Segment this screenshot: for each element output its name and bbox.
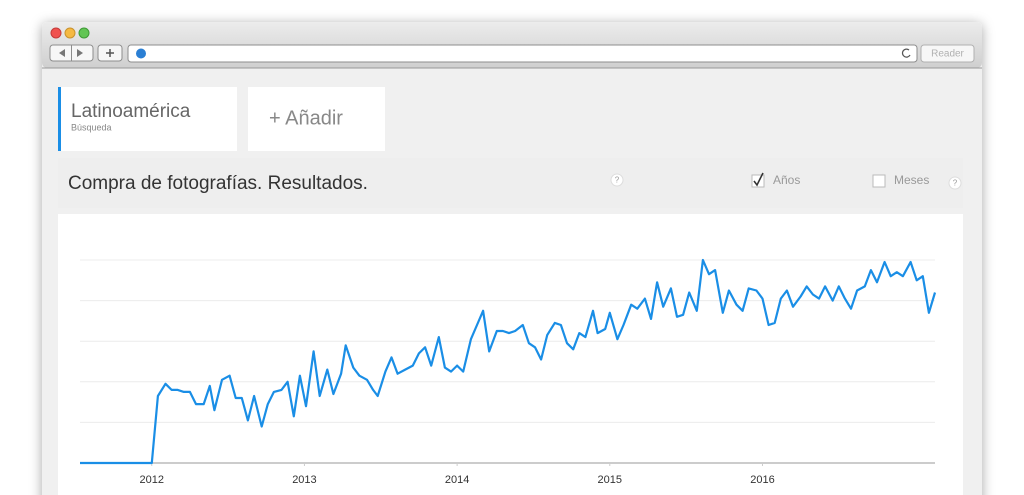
- chart-panel: [58, 214, 963, 495]
- x-tick-label: 2012: [140, 474, 164, 486]
- zoom-button[interactable]: [78, 27, 90, 39]
- options: Años Meses: [751, 172, 929, 188]
- x-tick-label: 2014: [445, 474, 469, 486]
- tab[interactable]: [58, 87, 237, 151]
- help-text: ?: [615, 176, 620, 185]
- reader-button[interactable]: [920, 44, 975, 63]
- tab-subtitle: Búsqueda: [71, 122, 112, 132]
- tab-indicator: [58, 87, 61, 151]
- checkbox[interactable]: [872, 174, 886, 188]
- reader-label: Reader: [931, 49, 964, 60]
- chart: 2012 2013 2014 2015 2016: [80, 258, 937, 486]
- minimize-button[interactable]: [64, 27, 76, 39]
- reload-icon[interactable]: [901, 48, 911, 58]
- option-label: Meses: [894, 173, 929, 187]
- x-tick-label: 2013: [292, 474, 316, 486]
- series-line: [80, 258, 937, 465]
- checkbox[interactable]: [751, 174, 765, 188]
- help-icon[interactable]: [610, 173, 624, 187]
- tab-title: Latinoamérica: [71, 101, 191, 122]
- x-tick-label: 2016: [750, 474, 774, 486]
- heading-band: [58, 158, 963, 208]
- x-tick-label: 2015: [598, 474, 622, 486]
- close-button[interactable]: [50, 27, 62, 39]
- address-bar[interactable]: [127, 44, 918, 63]
- globe-icon: [136, 48, 146, 59]
- check-mark: [753, 172, 764, 187]
- help-icon[interactable]: [948, 176, 962, 190]
- help-text: ?: [953, 179, 958, 188]
- heading: Compra de fotografías. Resultados.: [68, 173, 368, 194]
- arrows: [59, 49, 83, 57]
- option-label: Años: [773, 173, 800, 187]
- add-tab: + Añadir: [269, 107, 343, 129]
- plus-icon: [106, 49, 114, 57]
- tab[interactable]: [248, 87, 385, 151]
